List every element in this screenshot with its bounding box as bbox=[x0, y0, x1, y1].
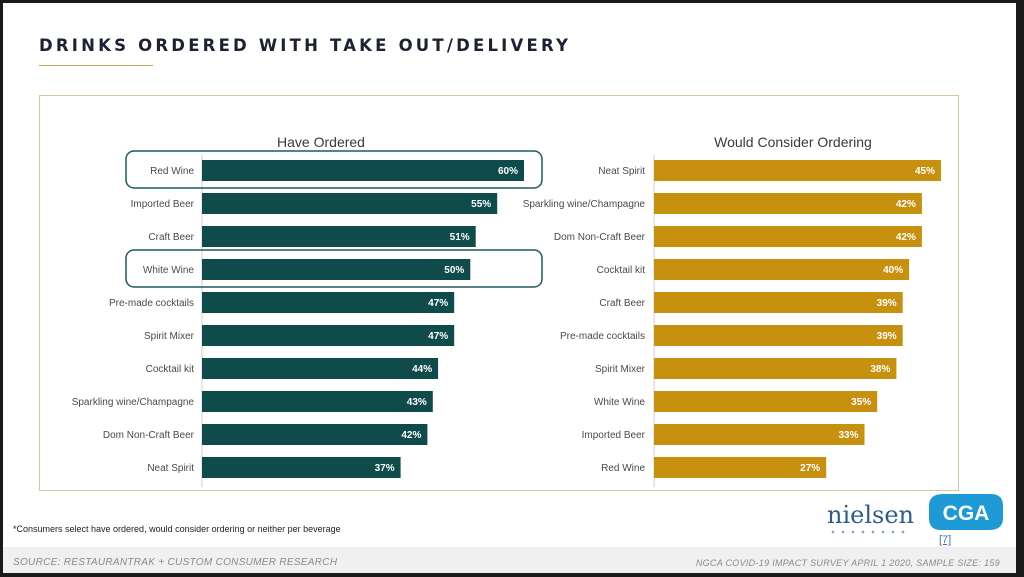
would-consider-title: Would Consider Ordering bbox=[714, 134, 872, 150]
would-consider-value-label: 45% bbox=[915, 166, 935, 177]
slide: DRINKS ORDERED WITH TAKE OUT/DELIVERY Ha… bbox=[3, 3, 1016, 573]
would-consider-value-label: 42% bbox=[896, 199, 916, 210]
would-consider-value-label: 40% bbox=[883, 265, 903, 276]
would-consider-category-label: Pre-made cocktails bbox=[560, 331, 645, 342]
would-consider-bar bbox=[654, 424, 865, 445]
have-ordered-category-label: Cocktail kit bbox=[146, 364, 195, 375]
would-consider-category-label: Cocktail kit bbox=[597, 265, 646, 276]
have-ordered-value-label: 60% bbox=[498, 166, 518, 177]
have-ordered-value-label: 47% bbox=[428, 331, 448, 342]
have-ordered-category-label: Pre-made cocktails bbox=[109, 298, 194, 309]
have-ordered-value-label: 50% bbox=[444, 265, 464, 276]
would-consider-value-label: 39% bbox=[877, 298, 897, 309]
source-note: SOURCE: RESTAURANTRAK + CUSTOM CONSUMER … bbox=[13, 557, 338, 568]
have-ordered-category-label: Sparkling wine/Champagne bbox=[72, 397, 195, 408]
would-consider-value-label: 35% bbox=[851, 397, 871, 408]
have-ordered-value-label: 44% bbox=[412, 364, 432, 375]
would-consider-category-label: Sparkling wine/Champagne bbox=[523, 199, 646, 210]
have-ordered-value-label: 55% bbox=[471, 199, 491, 210]
have-ordered-value-label: 42% bbox=[401, 430, 421, 441]
would-consider-bar bbox=[654, 226, 922, 247]
would-consider-category-label: White Wine bbox=[594, 397, 646, 408]
title-underline bbox=[39, 65, 153, 66]
would-consider-category-label: Spirit Mixer bbox=[595, 364, 646, 375]
would-consider-value-label: 38% bbox=[870, 364, 890, 375]
cga-logo-text: CGA bbox=[943, 502, 990, 525]
have-ordered-value-label: 37% bbox=[375, 463, 395, 474]
survey-note: NGCA COVID-19 IMPACT SURVEY APRIL 1 2020… bbox=[695, 558, 1000, 568]
would-consider-bar bbox=[654, 391, 878, 412]
cga-logo: CGA bbox=[929, 494, 1003, 530]
have-ordered-value-label: 51% bbox=[450, 232, 470, 243]
have-ordered-category-label: White Wine bbox=[143, 265, 195, 276]
would-consider-value-label: 39% bbox=[877, 331, 897, 342]
have-ordered-category-label: Spirit Mixer bbox=[144, 331, 195, 342]
nielsen-logo-text: nielsen bbox=[827, 501, 914, 529]
slide-number-link[interactable]: [7] bbox=[939, 534, 952, 546]
would-consider-bar bbox=[654, 457, 827, 478]
have-ordered-category-label: Dom Non-Craft Beer bbox=[103, 430, 195, 441]
have-ordered-bar bbox=[202, 424, 428, 445]
footer-band bbox=[3, 547, 1016, 573]
have-ordered-bar bbox=[202, 292, 455, 313]
have-ordered-title: Have Ordered bbox=[277, 134, 365, 150]
would-consider-category-label: Red Wine bbox=[601, 463, 645, 474]
have-ordered-value-label: 43% bbox=[407, 397, 427, 408]
would-consider-value-label: 33% bbox=[838, 430, 858, 441]
have-ordered-bar bbox=[202, 358, 439, 379]
would-consider-category-label: Dom Non-Craft Beer bbox=[554, 232, 646, 243]
would-consider-category-label: Neat Spirit bbox=[598, 166, 645, 177]
bar-charts: Have Ordered 60% Red Wine 55% Imported Beer 5… bbox=[72, 134, 941, 487]
have-ordered-bar bbox=[202, 226, 476, 247]
would-consider-bar bbox=[654, 259, 910, 280]
have-ordered-bar bbox=[202, 193, 498, 214]
have-ordered-value-label: 47% bbox=[428, 298, 448, 309]
have-ordered-category-label: Neat Spirit bbox=[147, 463, 194, 474]
footnote: *Consumers select have ordered, would co… bbox=[13, 524, 341, 534]
would-consider-bar bbox=[654, 160, 941, 181]
chart-frame bbox=[39, 95, 959, 491]
would-consider-value-label: 27% bbox=[800, 463, 820, 474]
would-consider-bar bbox=[654, 193, 922, 214]
have-ordered-bar bbox=[202, 160, 524, 181]
would-consider-category-label: Imported Beer bbox=[582, 430, 646, 441]
page-title: DRINKS ORDERED WITH TAKE OUT/DELIVERY bbox=[39, 36, 572, 55]
nielsen-logo: nielsen bbox=[827, 501, 914, 534]
have-ordered-category-label: Imported Beer bbox=[131, 199, 195, 210]
have-ordered-bar bbox=[202, 457, 401, 478]
have-ordered-category-label: Craft Beer bbox=[148, 232, 194, 243]
have-ordered-bar bbox=[202, 259, 471, 280]
would-consider-bar bbox=[654, 292, 903, 313]
highlight-box bbox=[125, 249, 543, 288]
would-consider-bar bbox=[654, 358, 897, 379]
have-ordered-bar bbox=[202, 391, 433, 412]
would-consider-category-label: Craft Beer bbox=[599, 298, 645, 309]
have-ordered-bar bbox=[202, 325, 455, 346]
have-ordered-category-label: Red Wine bbox=[150, 166, 194, 177]
highlight-box bbox=[125, 150, 543, 189]
would-consider-bar bbox=[654, 325, 903, 346]
would-consider-value-label: 42% bbox=[896, 232, 916, 243]
